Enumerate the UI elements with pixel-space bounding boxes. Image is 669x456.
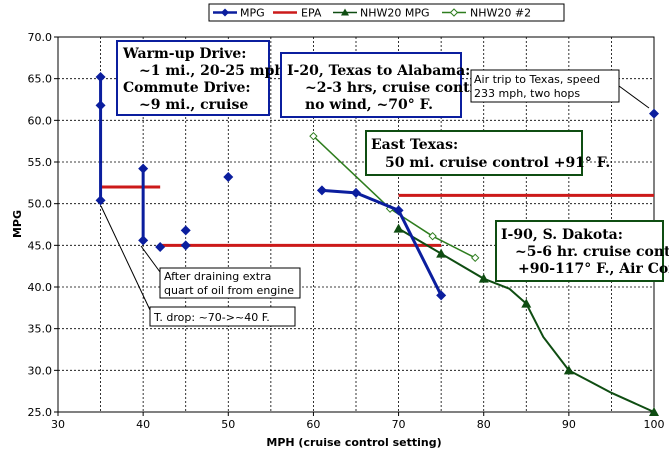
legend-marker-nhw20-2 — [449, 8, 459, 17]
nhw20-2-point — [470, 253, 480, 263]
x-axis-ticks: 30 40 50 60 70 80 90 100 — [51, 412, 665, 431]
nhw20-point — [393, 223, 404, 233]
y-tick-label: 35.0 — [28, 323, 53, 336]
annotation-temp-leader — [100, 205, 151, 311]
legend-marker-nhw20 — [341, 8, 349, 16]
mpg-point — [223, 172, 234, 182]
annotation-i20-line-2: ~2-3 hrs, cruise control — [305, 80, 492, 96]
mpg-point — [95, 100, 106, 111]
y-tick-label: 50.0 — [28, 198, 53, 211]
nhw20-point — [521, 298, 532, 308]
legend-label-epa: EPA — [301, 7, 322, 20]
x-tick-label: 30 — [51, 418, 65, 431]
annotation-warmup-line-2: ~1 mi., 20-25 mph — [139, 63, 285, 79]
annotation-temp: T. drop: ~70->~40 F. — [100, 205, 296, 327]
y-axis-ticks: 25.0 30.0 35.0 40.0 45.0 50.0 55.0 60.0 65.0 70.0 — [28, 31, 58, 419]
annotation-i20: I-20, Texas to Alabama: ~2-3 hrs, cruise… — [280, 52, 492, 118]
mpg-point — [155, 242, 166, 252]
annotation-i90-line-3: +90-117° F., Air Cond. — [518, 261, 669, 277]
x-axis-title: MPH (cruise control setting) — [266, 436, 441, 449]
legend-label-mpg: MPG — [240, 7, 265, 20]
nhw20-point — [563, 365, 574, 375]
y-tick-label: 60.0 — [28, 114, 53, 127]
nhw20-2-point — [309, 131, 318, 141]
y-tick-label: 40.0 — [28, 281, 53, 294]
legend-label-nhw20: NHW20 MPG — [360, 7, 430, 20]
x-tick-label: 80 — [477, 418, 491, 431]
annotation-oil: After draining extra quart of oil from e… — [140, 245, 301, 299]
mpg-point — [351, 187, 361, 198]
annotation-i90-box — [495, 220, 664, 282]
y-tick-label: 55.0 — [28, 156, 53, 169]
y-tick-label: 70.0 — [28, 31, 53, 44]
mpg-point — [180, 225, 191, 236]
x-tick-label: 50 — [221, 418, 235, 431]
legend-box — [208, 3, 565, 22]
annotation-temp-box — [149, 306, 296, 327]
mpg-point — [180, 240, 191, 251]
nhw20-point — [649, 407, 659, 416]
y-tick-label: 65.0 — [28, 73, 53, 86]
annotation-i20-line-3: no wind, ~70° F. — [305, 97, 433, 113]
annotation-east: East Texas: 50 mi. cruise control +91° F… — [365, 130, 610, 176]
annotation-air-line-1: Air trip to Texas, speed — [474, 73, 600, 86]
annotation-warmup-box — [116, 40, 270, 116]
y-tick-label: 25.0 — [28, 406, 53, 419]
annotation-air: Air trip to Texas, speed 233 mph, two ho… — [470, 69, 650, 109]
annotation-east-line-2: 50 mi. cruise control +91° F. — [385, 155, 610, 171]
mpg-point — [649, 108, 659, 119]
y-axis-title: MPG — [11, 210, 24, 238]
x-tick-label: 60 — [306, 418, 320, 431]
annotation-i90-line-1: I-90, S. Dakota: — [501, 227, 623, 243]
annotation-warmup: Warm-up Drive: ~1 mi., 20-25 mph Commute… — [116, 40, 285, 116]
mpg-point — [316, 185, 327, 196]
nhw20-point — [436, 248, 447, 258]
annotation-air-box — [470, 69, 620, 103]
annotation-i20-line-1: I-20, Texas to Alabama: — [287, 63, 470, 79]
mpg-line — [321, 188, 443, 297]
series-layer — [95, 72, 659, 416]
legend-label-nhw20-2: NHW20 #2 — [470, 7, 531, 20]
annotation-warmup-line-3: Commute Drive: — [123, 80, 251, 96]
x-tick-label: 40 — [136, 418, 150, 431]
annotation-i20-box — [280, 52, 462, 118]
nhw20-point — [478, 273, 489, 283]
mpg-point — [393, 205, 404, 216]
annotation-air-line-2: 233 mph, two hops — [474, 87, 580, 100]
mpg-point — [138, 163, 149, 174]
legend-marker-mpg — [221, 8, 229, 17]
x-tick-label: 70 — [392, 418, 406, 431]
annotation-temp-line-1: T. drop: ~70->~40 F. — [153, 311, 270, 324]
nhw20-2-point — [428, 231, 437, 241]
mpg-point — [95, 72, 106, 82]
y-tick-label: 45.0 — [28, 239, 53, 252]
annotation-oil-leader — [140, 245, 161, 273]
mpg-point — [95, 195, 106, 206]
annotation-oil-box — [159, 267, 301, 299]
annotation-east-line-1: East Texas: — [371, 137, 458, 153]
mpg-point — [138, 235, 149, 246]
annotation-i90: I-90, S. Dakota: ~5-6 hr. cruise control… — [495, 220, 669, 282]
annotation-warmup-line-4: ~9 mi., cruise — [139, 97, 248, 113]
x-tick-label: 100 — [644, 418, 665, 431]
annotation-i90-line-2: ~5-6 hr. cruise control — [515, 244, 669, 260]
annotation-oil-line-2: quart of oil from engine — [164, 284, 294, 297]
x-tick-label: 90 — [562, 418, 576, 431]
annotation-air-leader — [618, 85, 650, 109]
nhw20-2-line — [312, 135, 476, 259]
annotation-warmup-line-1: Warm-up Drive: — [122, 46, 246, 62]
annotation-east-box — [365, 130, 583, 176]
legend: MPG EPA NHW20 MPG NHW20 #2 — [208, 3, 565, 22]
y-tick-label: 30.0 — [28, 364, 53, 377]
mpg-point — [436, 290, 447, 301]
annotation-oil-line-1: After draining extra — [164, 270, 271, 283]
